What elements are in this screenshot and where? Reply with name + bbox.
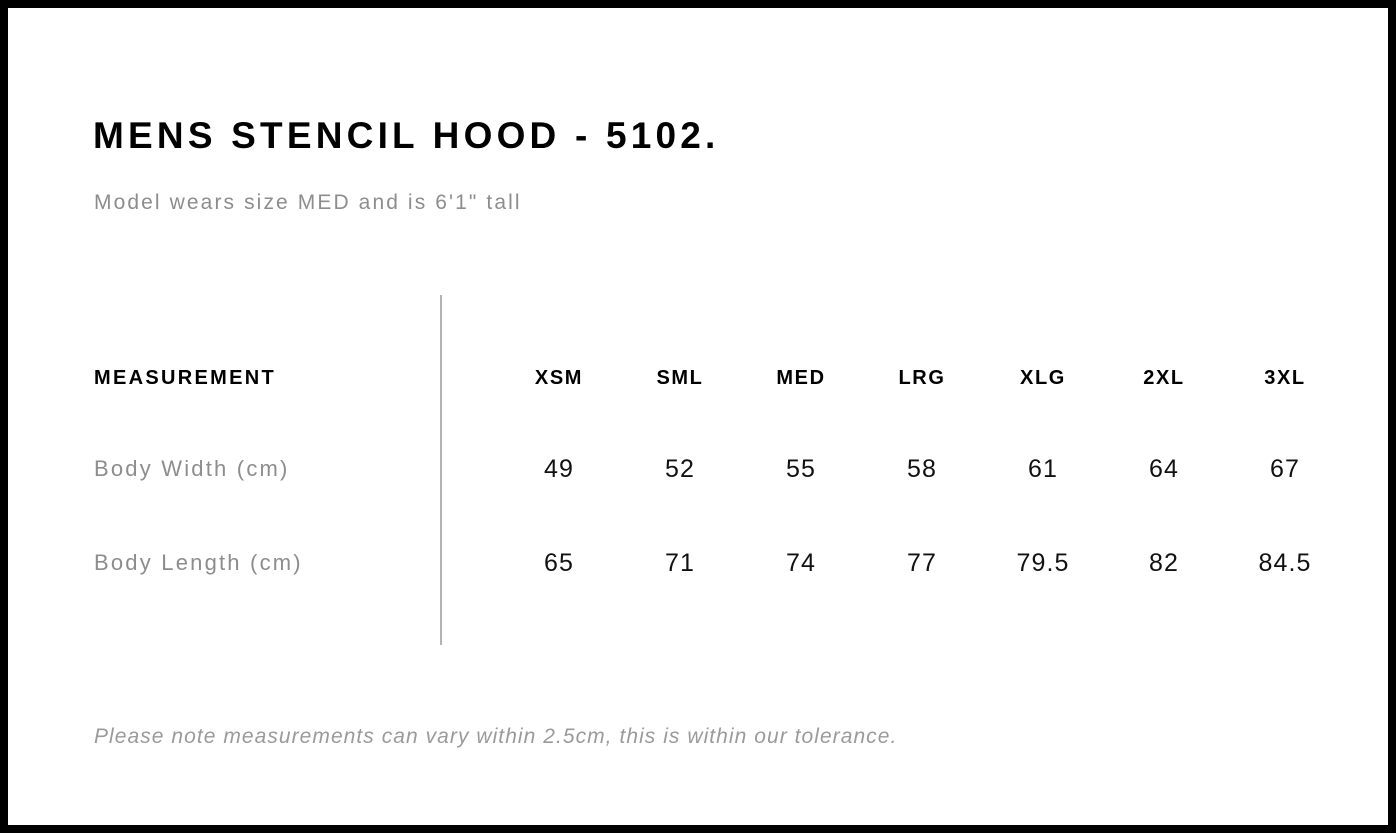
- size-chart-sheet: MENS STENCIL HOOD - 5102. Model wears si…: [8, 8, 1388, 825]
- cell-body-length-med: 74: [785, 549, 816, 577]
- table-row: Body Width (cm) 49 52 55 58 61 64 67: [8, 449, 1388, 489]
- model-fit-note: Model wears size MED and is 6'1" tall: [94, 191, 522, 214]
- tolerance-note: Please note measurements can vary within…: [94, 725, 898, 748]
- column-header-3xl: 3XL: [1264, 367, 1306, 389]
- cell-body-length-2xl: 82: [1148, 549, 1179, 577]
- row-label-body-width: Body Width (cm): [94, 456, 290, 481]
- cell-body-width-2xl: 64: [1148, 455, 1179, 483]
- column-header-lrg: LRG: [898, 367, 946, 389]
- table-row: Body Length (cm) 65 71 74 77 79.5 82 84.…: [8, 543, 1388, 583]
- column-header-xsm: XSM: [534, 367, 584, 389]
- cell-body-length-xlg: 79.5: [1016, 549, 1070, 577]
- cell-body-width-xsm: 49: [543, 455, 574, 483]
- cell-body-width-med: 55: [785, 455, 816, 483]
- cell-body-width-3xl: 67: [1269, 455, 1300, 483]
- page-title: MENS STENCIL HOOD - 5102.: [93, 115, 720, 156]
- cell-body-length-xsm: 65: [543, 549, 574, 577]
- column-header-measurement: MEASUREMENT: [94, 367, 276, 389]
- cell-body-width-sml: 52: [664, 455, 695, 483]
- column-header-med: MED: [776, 367, 826, 389]
- cell-body-length-sml: 71: [664, 549, 695, 577]
- table-header-row: MEASUREMENT XSM SML MED LRG XLG 2XL 3XL: [8, 358, 1388, 398]
- row-label-body-length: Body Length (cm): [94, 550, 303, 575]
- cell-body-width-xlg: 61: [1027, 455, 1058, 483]
- column-header-2xl: 2XL: [1143, 367, 1185, 389]
- cell-body-length-lrg: 77: [906, 549, 937, 577]
- column-header-sml: SML: [656, 367, 704, 389]
- cell-body-length-3xl: 84.5: [1258, 549, 1312, 577]
- cell-body-width-lrg: 58: [906, 455, 937, 483]
- table-vertical-divider: [440, 295, 442, 645]
- column-header-xlg: XLG: [1020, 367, 1066, 389]
